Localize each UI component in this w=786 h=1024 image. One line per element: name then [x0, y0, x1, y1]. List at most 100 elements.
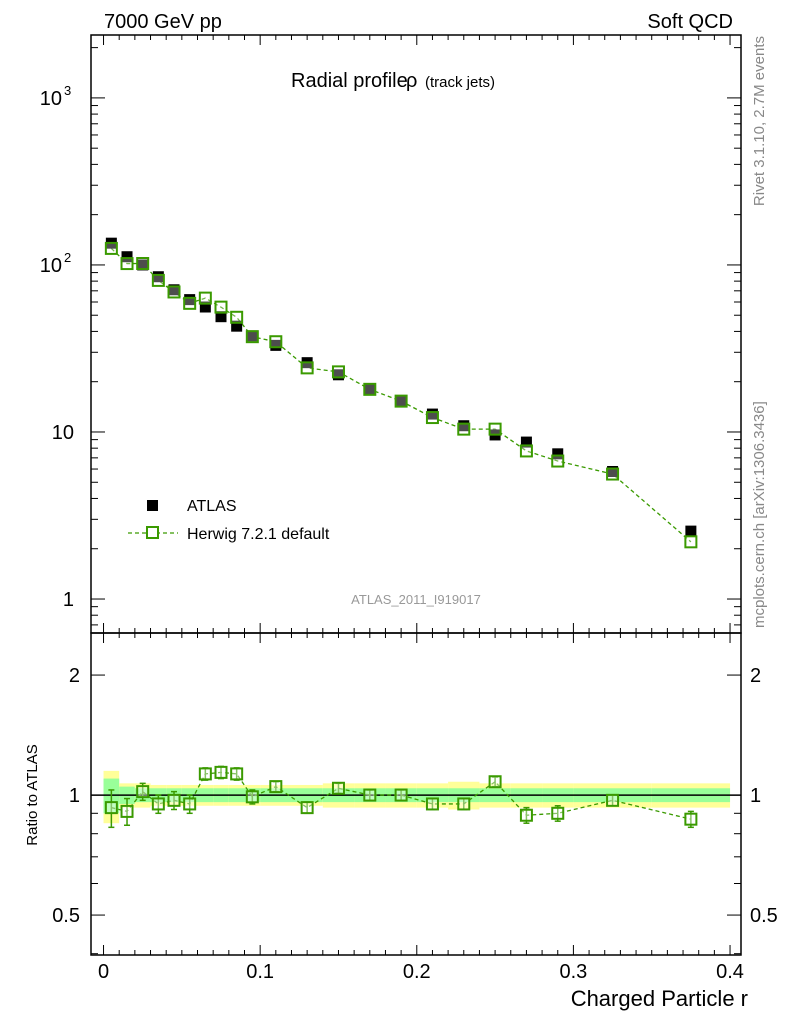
y-tick-label: 10 [40, 88, 62, 110]
ratio-y-axis-label: Ratio to ATLAS [24, 744, 41, 845]
x-tick-label: 0.3 [560, 961, 588, 983]
x-tick-label: 0.4 [716, 961, 744, 983]
herwig-point [167, 285, 181, 299]
ratio-tick-label: 2 [69, 665, 80, 687]
ratio-plot-frame [90, 632, 742, 956]
herwig-ratio-point [104, 801, 118, 815]
herwig-point [136, 257, 150, 271]
herwig-point [425, 411, 439, 425]
herwig-point [551, 454, 565, 468]
herwig-ratio-point [394, 788, 408, 802]
atlas-point [364, 383, 376, 395]
herwig-point [331, 365, 345, 379]
main-plot-frame [90, 34, 742, 634]
y-tick-label: 10 [52, 422, 74, 444]
herwig-ratio-point [120, 804, 134, 818]
herwig-point [183, 296, 197, 310]
mcplots-label: mcplots.cern.ch [arXiv:1306.3436] [751, 401, 768, 628]
herwig-point [394, 394, 408, 408]
y-tick-label: 1 [63, 589, 74, 611]
header-right: Soft QCD [647, 11, 733, 33]
ratio-tick-label-right: 1 [750, 785, 761, 807]
chart-title: Radial profile [291, 70, 408, 92]
atlas-point [246, 330, 258, 342]
header-left: 7000 GeV pp [104, 11, 222, 33]
herwig-point [606, 467, 620, 481]
x-axis-label: Charged Particle r [571, 986, 748, 1011]
herwig-point [151, 273, 165, 287]
herwig-line [110, 247, 692, 543]
atlas-point [332, 369, 344, 381]
herwig-point [488, 422, 502, 436]
herwig-ratio-point [230, 767, 244, 781]
herwig-ratio-point [425, 797, 439, 811]
y-tick-exponent: 2 [64, 250, 71, 265]
ratio-tick-label: 0.5 [52, 905, 80, 927]
herwig-ratio-point [167, 793, 181, 807]
herwig-point [245, 330, 259, 344]
herwig-point [457, 422, 471, 436]
x-tick-label: 0.2 [403, 961, 431, 983]
chart-title-symbol: ρ [406, 70, 417, 92]
herwig-ratio-point [551, 806, 565, 820]
atlas-point [395, 395, 407, 407]
herwig-ratio-point [300, 801, 314, 815]
atlas-point [520, 436, 532, 448]
herwig-ratio-point [606, 793, 620, 807]
herwig-point [363, 382, 377, 396]
herwig-ratio-point [183, 797, 197, 811]
herwig-point [214, 300, 228, 314]
herwig-point [104, 241, 118, 255]
herwig-ratio-point [488, 775, 502, 789]
herwig-ratio-point [457, 797, 471, 811]
atlas-point [607, 465, 619, 477]
legend-atlas-label: ATLAS [187, 498, 237, 515]
atlas-point [426, 408, 438, 420]
y-tick-exponent: 3 [64, 83, 71, 98]
atlas-point [270, 339, 282, 351]
atlas-point [215, 311, 227, 323]
atlas-point [231, 320, 243, 332]
herwig-ratio-point [363, 788, 377, 802]
herwig-point [230, 310, 244, 324]
x-tick-label: 0.1 [246, 961, 274, 983]
herwig-point [684, 535, 698, 549]
herwig-ratio-point [519, 808, 533, 822]
rivet-label: Rivet 3.1.10, 2.7M events [751, 36, 768, 206]
legend-atlas-marker [147, 500, 158, 511]
atlas-point [152, 271, 164, 283]
analysis-label: ATLAS_2011_I919017 [351, 592, 481, 607]
ratio-tick-label: 1 [69, 785, 80, 807]
atlas-point [184, 294, 196, 306]
ratio-tick-label-right: 0.5 [750, 905, 778, 927]
herwig-ratio-point [684, 812, 698, 826]
herwig-ratio-point [136, 785, 150, 799]
legend-herwig-label: Herwig 7.2.1 default [187, 526, 330, 543]
herwig-ratio-point [245, 790, 259, 804]
ratio-tick-label-right: 2 [750, 665, 761, 687]
herwig-point [300, 361, 314, 375]
herwig-ratio-point [198, 767, 212, 781]
herwig-point [120, 257, 134, 271]
herwig-point [198, 291, 212, 305]
herwig-ratio-point [269, 780, 283, 794]
atlas-point [458, 420, 470, 432]
atlas-point [199, 301, 211, 313]
atlas-point [552, 448, 564, 460]
y-tick-label: 10 [40, 255, 62, 277]
chart-title-suffix: (track jets) [425, 74, 495, 91]
atlas-point [168, 284, 180, 296]
atlas-point [137, 259, 149, 271]
x-tick-label: 0 [98, 961, 109, 983]
herwig-ratio-point [151, 797, 165, 811]
atlas-point [121, 251, 133, 263]
herwig-ratio-point [331, 781, 345, 795]
herwig-ratio-point [214, 765, 228, 779]
legend: ATLAS Herwig 7.2.1 default [128, 498, 330, 543]
atlas-point [685, 525, 697, 537]
herwig-point [269, 335, 283, 349]
herwig-point [519, 444, 533, 458]
legend-herwig-marker [146, 526, 159, 539]
